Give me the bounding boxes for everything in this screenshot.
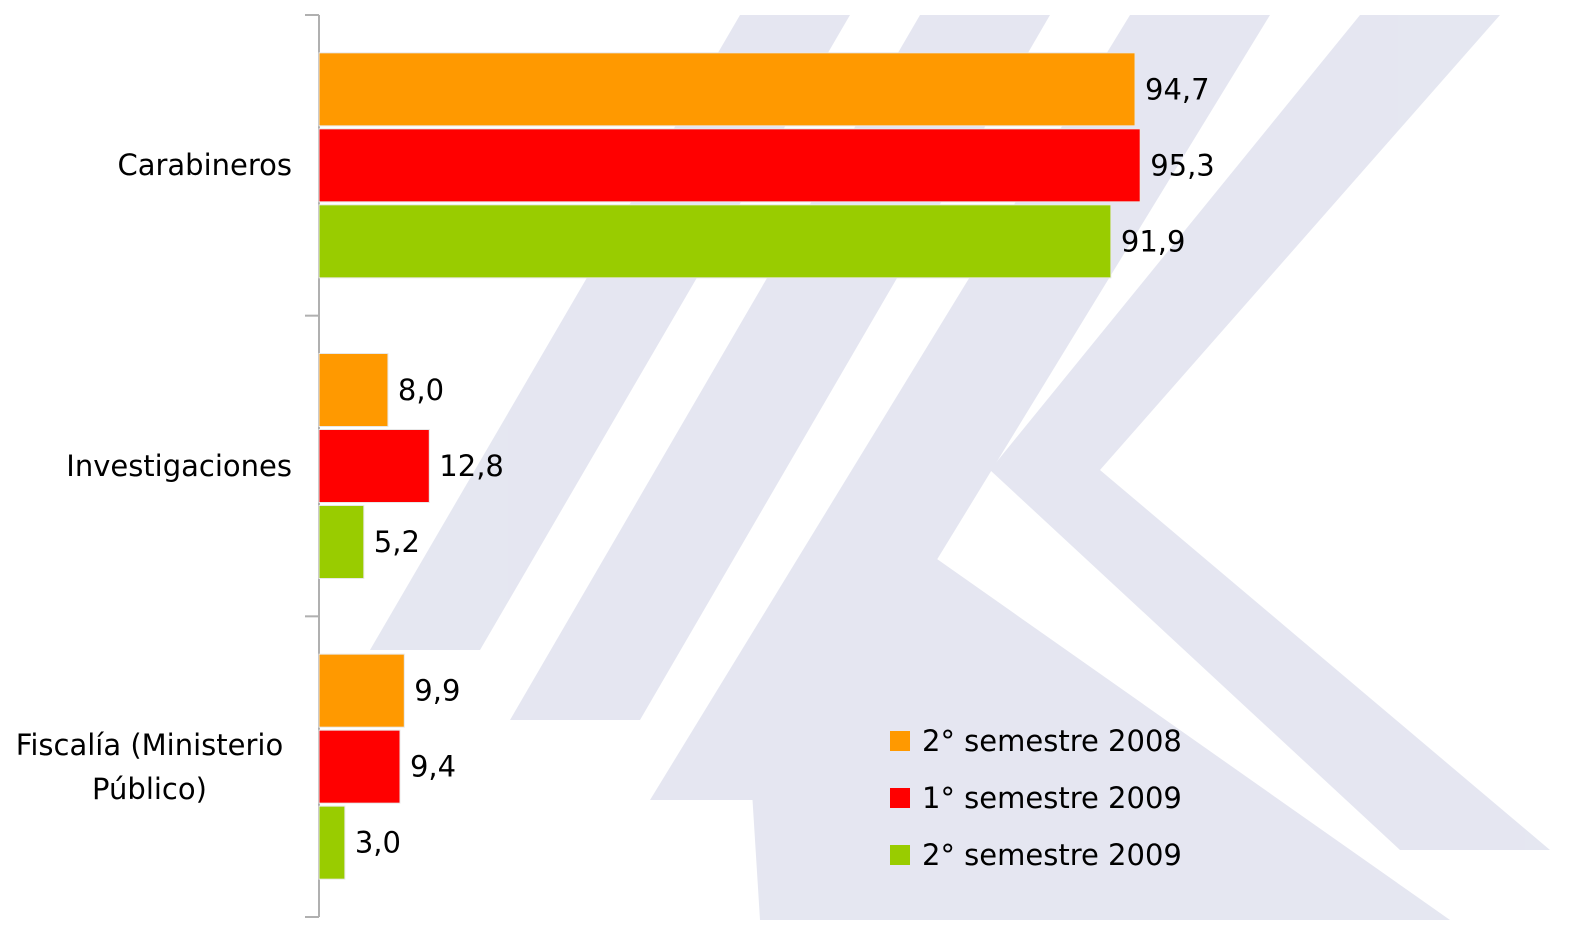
value-label: 12,8 bbox=[439, 449, 504, 483]
bar bbox=[319, 205, 1111, 278]
value-label: 95,3 bbox=[1150, 148, 1215, 182]
value-label: 5,2 bbox=[374, 525, 420, 559]
category-label: Carabineros bbox=[117, 143, 292, 187]
category-label: Fiscalía (Ministerio Público) bbox=[7, 723, 292, 811]
legend-swatch bbox=[890, 731, 910, 751]
value-label: 94,7 bbox=[1145, 72, 1210, 106]
value-label: 91,9 bbox=[1121, 224, 1186, 258]
bar bbox=[319, 53, 1135, 126]
page: 94,7 95,3 91,9 8,0 12,8 5,2 9,9 9,4 3,0 2° semest… bbox=[0, 0, 1579, 925]
bar bbox=[319, 430, 429, 503]
legend-label: 1° semestre 2009 bbox=[922, 781, 1182, 815]
category-label: Investigaciones bbox=[66, 444, 292, 488]
legend-swatch bbox=[890, 845, 910, 865]
bar bbox=[319, 730, 400, 803]
value-label: 9,9 bbox=[414, 674, 460, 708]
legend-label: 2° semestre 2008 bbox=[922, 724, 1182, 758]
bar bbox=[319, 506, 364, 579]
bar bbox=[319, 806, 345, 879]
value-label: 8,0 bbox=[398, 373, 444, 407]
bar bbox=[319, 654, 404, 727]
legend-swatch bbox=[890, 788, 910, 808]
value-label: 3,0 bbox=[355, 826, 401, 860]
value-label: 9,4 bbox=[410, 750, 456, 784]
bar bbox=[319, 354, 388, 427]
legend-label: 2° semestre 2009 bbox=[922, 838, 1182, 872]
bar bbox=[319, 129, 1140, 202]
